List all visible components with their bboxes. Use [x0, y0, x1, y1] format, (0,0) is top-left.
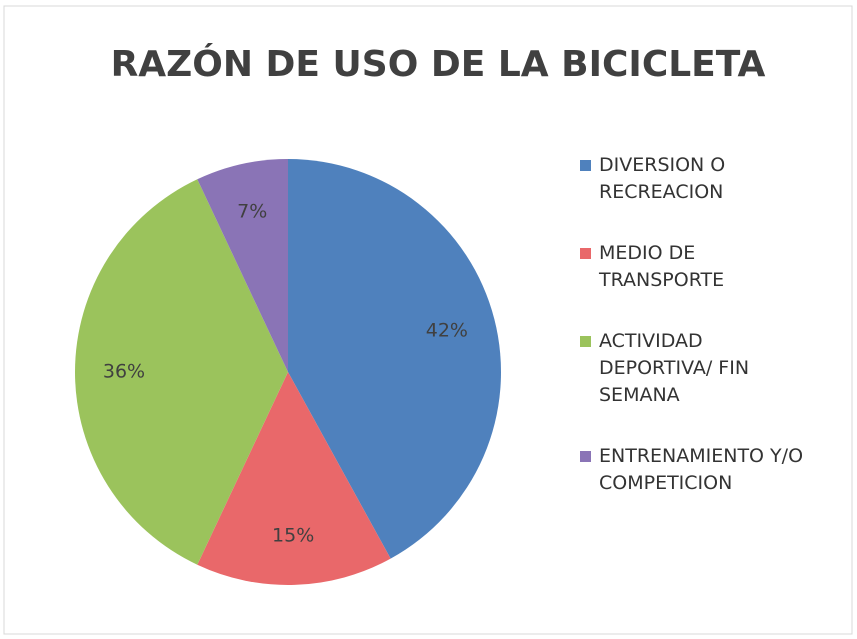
- legend-swatch: [580, 336, 591, 347]
- legend-item: ACTIVIDAD DEPORTIVA/ FIN SEMANA: [580, 328, 830, 409]
- legend-item: MEDIO DE TRANSPORTE: [580, 240, 830, 294]
- legend-swatch: [580, 160, 591, 171]
- legend-swatch: [580, 248, 591, 259]
- data-label: 15%: [272, 524, 314, 546]
- legend-label: ACTIVIDAD DEPORTIVA/ FIN SEMANA: [599, 330, 750, 406]
- legend: DIVERSION O RECREACION MEDIO DE TRANSPORT…: [580, 152, 830, 531]
- data-label: 42%: [426, 320, 468, 342]
- pie-slice: [197, 372, 391, 585]
- legend-item: ENTRENAMIENTO Y/O COMPETICION: [580, 443, 830, 497]
- pie-slice: [197, 159, 288, 372]
- chart-title: RAZÓN DE USO DE LA BICICLETA: [111, 43, 766, 85]
- chart-frame: [3, 5, 853, 635]
- legend-item: DIVERSION O RECREACION: [580, 152, 830, 206]
- legend-label: MEDIO DE TRANSPORTE: [599, 242, 725, 291]
- pie-slice: [288, 159, 502, 559]
- legend-label: ENTRENAMIENTO Y/O COMPETICION: [599, 445, 804, 494]
- data-label: 36%: [103, 361, 145, 383]
- pie-slice: [74, 179, 288, 565]
- legend-swatch: [580, 451, 591, 462]
- legend-label: DIVERSION O RECREACION: [599, 154, 726, 203]
- data-label: 7%: [237, 200, 267, 222]
